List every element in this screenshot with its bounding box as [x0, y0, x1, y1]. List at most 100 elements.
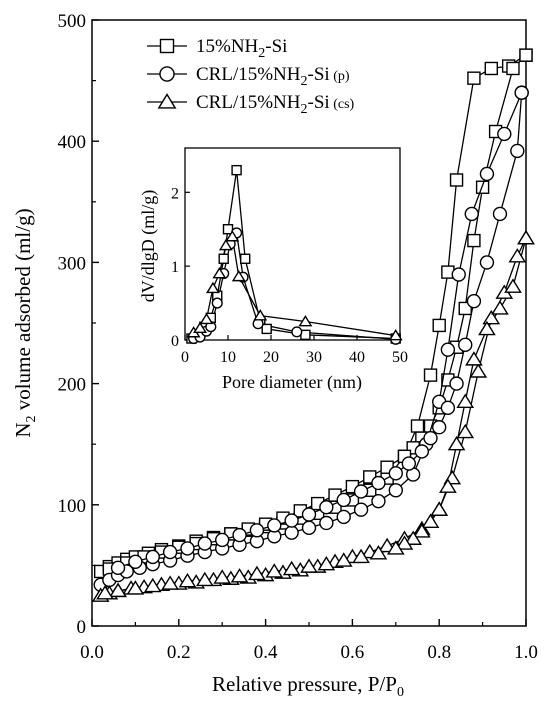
inset-series-3-point [206, 281, 220, 294]
series-2-desorption-point [249, 523, 265, 538]
inset-x-tick-label: 0 [181, 349, 189, 366]
series-3-desorption-point [109, 582, 127, 598]
legend: 15%NH2-Si CRL/15%NH2-Si (p) CRL/15%NH2-Si … [147, 36, 355, 117]
series-3-desorption-point [230, 568, 249, 583]
inset-y-tick-label: 2 [171, 185, 179, 202]
series-2-desorption-point [514, 85, 529, 100]
legend-marker-1 [159, 38, 175, 54]
series-2-desorption-point [110, 560, 126, 576]
series-2-desorption-point [432, 420, 447, 435]
series-3-desorption-point [300, 558, 318, 573]
y-tick-label: 500 [58, 11, 87, 32]
series-2-desorption-point [466, 294, 482, 309]
series-3-desorption-point [96, 585, 114, 600]
series-1-adsorption-point [484, 61, 498, 76]
series-3-desorption-point [430, 501, 449, 516]
series-2-adsorption-point [301, 520, 317, 536]
series-3-desorption-point [386, 540, 405, 555]
series-3-desorption-point [213, 569, 232, 584]
series-3-desorption-point [478, 320, 496, 336]
series-2-desorption-point [423, 430, 438, 446]
legend-marker-3 [157, 93, 177, 109]
series-1-adsorption-point [432, 318, 446, 333]
series-3-desorption-point [196, 571, 214, 587]
x-tick-label: 1.0 [514, 642, 538, 663]
inset-series-3-point [225, 230, 240, 242]
series-3-desorption-point [447, 435, 466, 451]
legend-label-1: 15%NH2-Si [196, 36, 287, 61]
series-3-desorption-point [404, 530, 422, 545]
series-3-desorption-point [161, 575, 179, 590]
series-2-desorption-point [267, 518, 282, 533]
series-1-desorption-point [475, 180, 490, 194]
series-3-adsorption-point [456, 423, 475, 439]
x-tick-label: 0.4 [254, 642, 278, 663]
x-tick-label: 0.0 [80, 642, 104, 663]
series-2-desorption-point [197, 536, 213, 551]
inset-series-1-point [218, 253, 229, 264]
series-2-desorption-point [215, 532, 230, 548]
series-2-desorption-point [401, 456, 416, 471]
inset-y-tick-label: 1 [171, 259, 179, 276]
series-1-desorption-point [467, 233, 481, 248]
inset-axis-ticks: 0 10 20 30 40 50 0 1 2 [171, 185, 408, 366]
series-3-desorption-point [126, 580, 145, 595]
series-3-desorption-point [178, 572, 197, 588]
series-2-adsorption-point [284, 525, 299, 540]
series-3-adsorption-point [469, 363, 488, 378]
series-2-adsorption-point [440, 342, 456, 357]
series-2-desorption-point [388, 466, 403, 481]
series-2-adsorption-point [497, 126, 512, 142]
x-tick-label: 0.2 [167, 642, 191, 663]
series-1-desorption-point [519, 48, 533, 62]
inset-y-tick-label: 0 [171, 333, 179, 350]
inset-series-3-point [212, 267, 227, 279]
y-tick-label: 300 [58, 253, 87, 274]
series-1-adsorption-point [449, 173, 464, 187]
inset-x-tick-label: 10 [220, 349, 236, 366]
series-1-adsorption-point [410, 419, 425, 433]
inset-series-3-point [253, 309, 268, 321]
series-2-adsorption-point [319, 515, 334, 531]
x-axis-title: Relative pressure, P/P0 [212, 672, 404, 700]
inset-y-axis-title: dV/dlgD (ml/g) [138, 190, 159, 303]
series-3-desorption-point [282, 560, 301, 576]
series-3-desorption-point [465, 351, 483, 366]
inset-series-2-point [211, 297, 223, 309]
inset-x-tick-label: 20 [263, 349, 279, 366]
series-3-desorption-point [413, 523, 431, 538]
series-2-adsorption-point [371, 493, 386, 509]
inset-series-1-point [261, 323, 272, 335]
series-2-desorption-point [353, 484, 369, 499]
series-3-desorption-point [395, 535, 414, 550]
series-2-desorption-point [371, 475, 386, 491]
legend-label-2: CRL/15%NH2-Si (p) [196, 64, 350, 89]
inset-plot-frame [184, 147, 401, 341]
inset-series-3-point [231, 269, 246, 282]
series-2-desorption-point [319, 500, 334, 515]
legend-label-3: CRL/15%NH2-Si (cs) [196, 92, 355, 117]
series-3-desorption-point [317, 555, 336, 571]
series-3-desorption-point [369, 545, 388, 560]
series-2-desorption-point [301, 507, 317, 522]
series-2-desorption-point [492, 206, 508, 222]
series-3-adsorption-point [482, 309, 501, 325]
inset-series-3-point [388, 329, 403, 341]
series-3-desorption-point [504, 278, 522, 293]
inset-series-1-point [239, 253, 251, 264]
series-2-desorption-point [449, 376, 464, 391]
series-2-adsorption-point [388, 483, 403, 498]
series-3-desorption-point [491, 300, 509, 315]
series-1-adsorption-point [423, 368, 438, 382]
inset-series-3-point [193, 321, 207, 334]
series-2-adsorption-point [451, 267, 466, 282]
series-3-desorption-point [456, 393, 475, 408]
series-3-desorption-point [265, 563, 284, 578]
series-2-desorption-point [284, 513, 299, 528]
y-axis-title: N2 volume adsorbed (ml/g) [11, 208, 39, 437]
inset-x-tick-label: 40 [349, 349, 365, 366]
inset-x-tick-label: 50 [392, 349, 408, 366]
inset-series-3-point [218, 238, 233, 251]
y-tick-label: 200 [58, 375, 87, 396]
